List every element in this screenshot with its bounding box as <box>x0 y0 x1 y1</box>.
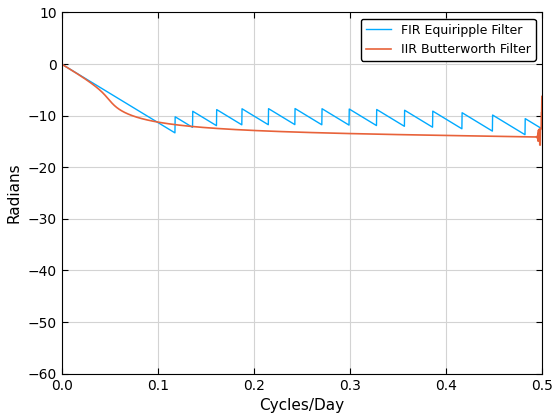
FIR Equiripple Filter <box>298 110 305 115</box>
Y-axis label: Radians: Radians <box>7 163 22 223</box>
FIR Equiripple Filter <box>242 108 249 113</box>
FIR Equiripple Filter <box>539 126 545 131</box>
IIR Butterworth Filter <box>537 143 544 148</box>
IIR Butterworth Filter <box>308 130 315 135</box>
IIR Butterworth Filter <box>539 94 545 99</box>
IIR Butterworth Filter <box>298 130 305 135</box>
FIR Equiripple Filter <box>58 61 65 66</box>
IIR Butterworth Filter <box>58 61 65 66</box>
IIR Butterworth Filter <box>197 125 204 130</box>
FIR Equiripple Filter <box>307 115 314 120</box>
FIR Equiripple Filter <box>197 113 204 118</box>
Legend: FIR Equiripple Filter, IIR Butterworth Filter: FIR Equiripple Filter, IIR Butterworth F… <box>361 19 536 61</box>
IIR Butterworth Filter <box>242 128 249 133</box>
IIR Butterworth Filter <box>412 132 418 137</box>
Line: FIR Equiripple Filter: FIR Equiripple Filter <box>62 64 542 135</box>
Line: IIR Butterworth Filter: IIR Butterworth Filter <box>62 64 542 145</box>
FIR Equiripple Filter <box>412 114 418 119</box>
FIR Equiripple Filter <box>521 132 528 137</box>
X-axis label: Cycles/Day: Cycles/Day <box>259 398 344 413</box>
IIR Butterworth Filter <box>307 130 314 135</box>
FIR Equiripple Filter <box>308 116 315 121</box>
